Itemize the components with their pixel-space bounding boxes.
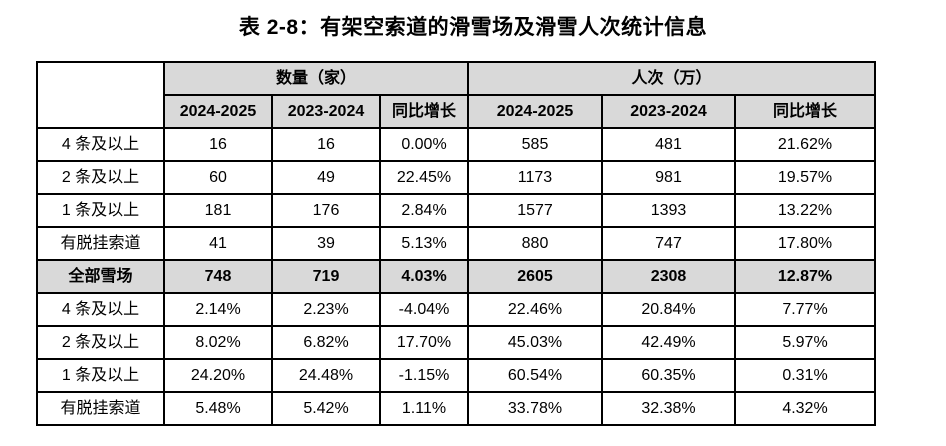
table-row: 有脱挂索道 41 39 5.13% 880 747 17.80% bbox=[36, 226, 876, 261]
data-cell: 20.84% bbox=[601, 292, 736, 327]
table-row: 1 条及以上 181 176 2.84% 1577 1393 13.22% bbox=[36, 193, 876, 228]
data-cell: 2605 bbox=[467, 259, 603, 294]
data-cell: 0.00% bbox=[379, 127, 469, 162]
subheader-qty-yoy: 同比增长 bbox=[379, 94, 469, 129]
data-cell: -1.15% bbox=[379, 358, 469, 393]
data-cell: 1.11% bbox=[379, 391, 469, 426]
table-row: 2 条及以上 8.02% 6.82% 17.70% 45.03% 42.49% … bbox=[36, 325, 876, 360]
data-cell: 747 bbox=[601, 226, 736, 261]
subheader-qty-2023-2024: 2023-2024 bbox=[271, 94, 381, 129]
data-cell: 4.03% bbox=[379, 259, 469, 294]
row-label: 有脱挂索道 bbox=[36, 226, 165, 261]
data-cell: 1173 bbox=[467, 160, 603, 195]
data-cell: 481 bbox=[601, 127, 736, 162]
data-cell: 2.14% bbox=[163, 292, 273, 327]
summary-row: 全部雪场 748 719 4.03% 2605 2308 12.87% bbox=[36, 259, 876, 294]
data-cell: 176 bbox=[271, 193, 381, 228]
data-cell: 748 bbox=[163, 259, 273, 294]
data-cell: 181 bbox=[163, 193, 273, 228]
data-cell: 719 bbox=[271, 259, 381, 294]
subheader-visits-yoy: 同比增长 bbox=[734, 94, 876, 129]
data-cell: 49 bbox=[271, 160, 381, 195]
data-cell: 45.03% bbox=[467, 325, 603, 360]
data-cell: 2308 bbox=[601, 259, 736, 294]
data-cell: 60.35% bbox=[601, 358, 736, 393]
row-label: 2 条及以上 bbox=[36, 325, 165, 360]
row-label: 2 条及以上 bbox=[36, 160, 165, 195]
table-row: 有脱挂索道 5.48% 5.42% 1.11% 33.78% 32.38% 4.… bbox=[36, 391, 876, 426]
data-cell: 60.54% bbox=[467, 358, 603, 393]
data-cell: 981 bbox=[601, 160, 736, 195]
row-label: 4 条及以上 bbox=[36, 127, 165, 162]
table-row: 2 条及以上 60 49 22.45% 1173 981 19.57% bbox=[36, 160, 876, 195]
data-cell: -4.04% bbox=[379, 292, 469, 327]
table-row: 4 条及以上 16 16 0.00% 585 481 21.62% bbox=[36, 127, 876, 162]
table-row: 1 条及以上 24.20% 24.48% -1.15% 60.54% 60.35… bbox=[36, 358, 876, 393]
data-cell: 880 bbox=[467, 226, 603, 261]
group-header-visits: 人次（万） bbox=[467, 61, 876, 96]
data-cell: 60 bbox=[163, 160, 273, 195]
data-cell: 6.82% bbox=[271, 325, 381, 360]
subheader-visits-2024-2025: 2024-2025 bbox=[467, 94, 603, 129]
data-cell: 24.48% bbox=[271, 358, 381, 393]
data-cell: 19.57% bbox=[734, 160, 876, 195]
group-header-row: 数量（家） 人次（万） bbox=[36, 61, 876, 129]
data-cell: 16 bbox=[271, 127, 381, 162]
table-title: 表 2-8：有架空索道的滑雪场及滑雪人次统计信息 bbox=[238, 16, 708, 39]
data-cell: 1393 bbox=[601, 193, 736, 228]
data-cell: 42.49% bbox=[601, 325, 736, 360]
data-cell: 39 bbox=[271, 226, 381, 261]
row-label: 全部雪场 bbox=[36, 259, 165, 294]
subheader-visits-2023-2024: 2023-2024 bbox=[601, 94, 736, 129]
data-cell: 24.20% bbox=[163, 358, 273, 393]
data-cell: 5.97% bbox=[734, 325, 876, 360]
data-cell: 1577 bbox=[467, 193, 603, 228]
data-cell: 585 bbox=[467, 127, 603, 162]
data-cell: 21.62% bbox=[734, 127, 876, 162]
sub-header-row: 2024-2025 2023-2024 同比增长 2024-2025 2023-… bbox=[37, 94, 876, 129]
data-cell: 17.70% bbox=[379, 325, 469, 360]
data-cell: 4.32% bbox=[734, 391, 876, 426]
data-cell: 32.38% bbox=[601, 391, 736, 426]
group-header-quantity: 数量（家） bbox=[163, 61, 469, 96]
data-cell: 2.84% bbox=[379, 193, 469, 228]
data-cell: 33.78% bbox=[467, 391, 603, 426]
data-cell: 0.31% bbox=[734, 358, 876, 393]
data-cell: 22.46% bbox=[467, 292, 603, 327]
data-cell: 12.87% bbox=[734, 259, 876, 294]
row-label: 1 条及以上 bbox=[36, 358, 165, 393]
data-cell: 5.13% bbox=[379, 226, 469, 261]
data-cell: 5.42% bbox=[271, 391, 381, 426]
row-label: 4 条及以上 bbox=[36, 292, 165, 327]
data-cell: 13.22% bbox=[734, 193, 876, 228]
data-cell: 8.02% bbox=[163, 325, 273, 360]
data-cell: 5.48% bbox=[163, 391, 273, 426]
data-cell: 2.23% bbox=[271, 292, 381, 327]
data-cell: 7.77% bbox=[734, 292, 876, 327]
subheader-qty-2024-2025: 2024-2025 bbox=[163, 94, 273, 129]
data-cell: 17.80% bbox=[734, 226, 876, 261]
row-label: 有脱挂索道 bbox=[36, 391, 165, 426]
data-cell: 16 bbox=[163, 127, 273, 162]
data-cell: 41 bbox=[163, 226, 273, 261]
row-label: 1 条及以上 bbox=[36, 193, 165, 228]
corner-cell bbox=[36, 61, 165, 129]
statistics-table: 数量（家） 人次（万） 2024-2025 2023-2024 同比增长 202… bbox=[36, 61, 876, 426]
table-row: 4 条及以上 2.14% 2.23% -4.04% 22.46% 20.84% … bbox=[36, 292, 876, 327]
data-cell: 22.45% bbox=[379, 160, 469, 195]
